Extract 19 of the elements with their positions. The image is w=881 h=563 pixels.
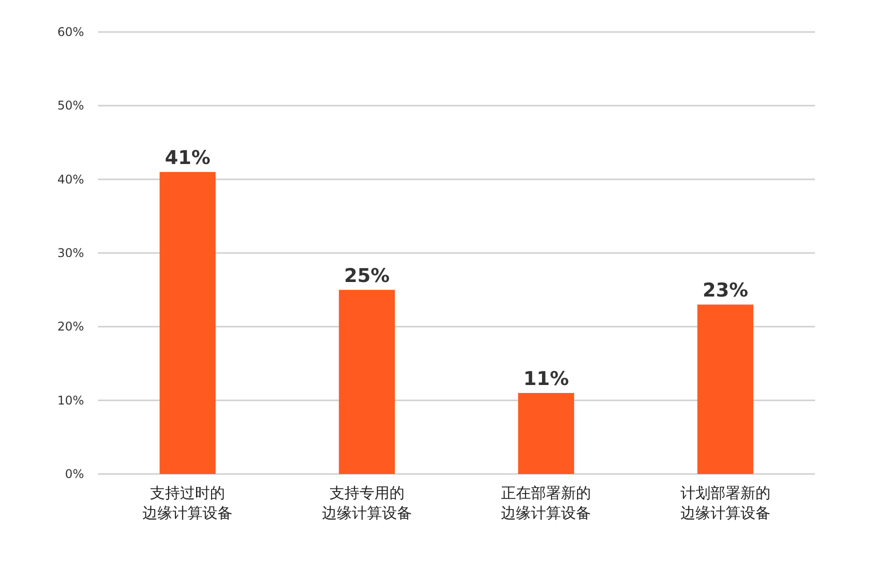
x-tick-label: 支持过时的边缘计算设备 bbox=[142, 484, 233, 522]
bar bbox=[518, 392, 574, 474]
data-label: 11% bbox=[523, 368, 569, 390]
bar bbox=[160, 172, 216, 474]
x-tick-label: 支持专用的边缘计算设备 bbox=[322, 484, 412, 522]
y-tick-label: 50% bbox=[57, 98, 84, 113]
x-tick-label: 计划部署新的边缘计算设备 bbox=[680, 484, 770, 522]
x-tick-label: 正在部署新的边缘计算设备 bbox=[501, 484, 592, 522]
y-tick-label: 60% bbox=[57, 25, 84, 39]
bar bbox=[697, 304, 754, 474]
y-tick-label: 0% bbox=[64, 467, 84, 481]
data-label: 25% bbox=[344, 264, 390, 287]
y-tick-label: 30% bbox=[57, 246, 84, 260]
y-tick-label: 40% bbox=[57, 172, 84, 186]
y-tick-label: 20% bbox=[57, 320, 84, 334]
data-label: 41% bbox=[164, 146, 210, 169]
data-label: 23% bbox=[702, 280, 748, 302]
y-tick-label: 10% bbox=[57, 393, 84, 408]
bar bbox=[338, 290, 395, 474]
